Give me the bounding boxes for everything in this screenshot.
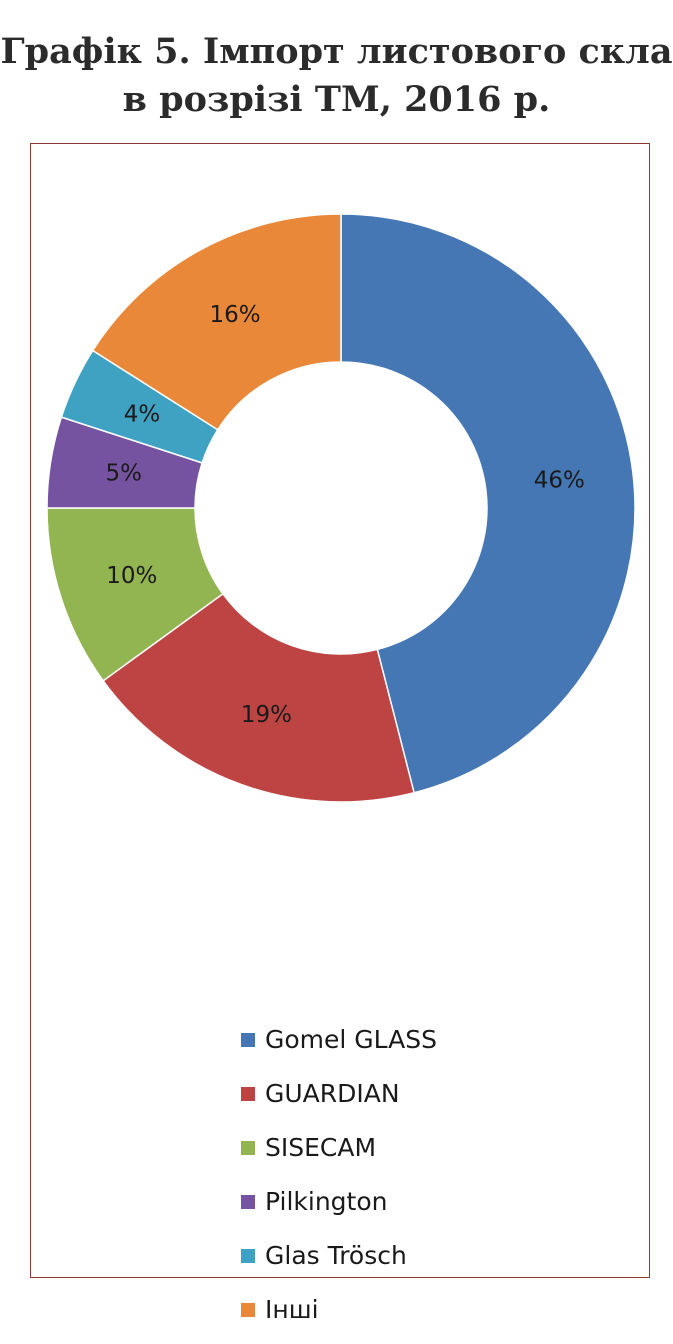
legend-item-0: Gomel GLASS xyxy=(241,1020,437,1059)
slice-label-3: 5% xyxy=(105,461,142,487)
chart-title-line-1: Графік 5. Імпорт листового скла xyxy=(0,31,673,72)
slice-label-5: 16% xyxy=(209,302,260,328)
chart-title: Графік 5. Імпорт листового скла в розріз… xyxy=(0,28,673,124)
legend-swatch-1 xyxy=(241,1086,255,1101)
chart-frame xyxy=(30,143,650,1278)
legend-label-1: GUARDIAN xyxy=(265,1079,400,1108)
legend-label-3: Pilkington xyxy=(265,1187,388,1216)
legend-swatch-2 xyxy=(241,1140,255,1155)
chart-legend: Gomel GLASS GUARDIAN SISECAM Pilkington Glas… xyxy=(241,1020,437,1344)
legend-item-4: Glas Trösch xyxy=(241,1236,437,1275)
legend-swatch-5 xyxy=(241,1302,255,1317)
legend-swatch-0 xyxy=(241,1032,255,1047)
donut-chart: 46% 19% 10% 5% 4% 16% xyxy=(46,213,636,803)
slice-label-0: 46% xyxy=(534,467,585,493)
legend-label-4: Glas Trösch xyxy=(265,1241,407,1270)
legend-label-0: Gomel GLASS xyxy=(265,1025,438,1054)
legend-item-3: Pilkington xyxy=(241,1182,437,1221)
chart-title-line-2: в розрізі ТМ, 2016 р. xyxy=(122,79,551,120)
slice-label-1: 19% xyxy=(241,702,292,728)
legend-item-2: SISECAM xyxy=(241,1128,437,1167)
slice-1 xyxy=(102,592,416,803)
slice-label-4: 4% xyxy=(124,401,161,427)
legend-label-2: SISECAM xyxy=(265,1133,377,1162)
slice-label-2: 10% xyxy=(106,563,157,589)
legend-swatch-4 xyxy=(241,1248,255,1263)
legend-item-5: Інші xyxy=(241,1290,437,1329)
legend-item-1: GUARDIAN xyxy=(241,1074,437,1113)
slice-0 xyxy=(340,213,636,794)
legend-swatch-3 xyxy=(241,1194,255,1209)
legend-label-5: Інші xyxy=(265,1295,319,1324)
slice-5 xyxy=(91,213,342,431)
